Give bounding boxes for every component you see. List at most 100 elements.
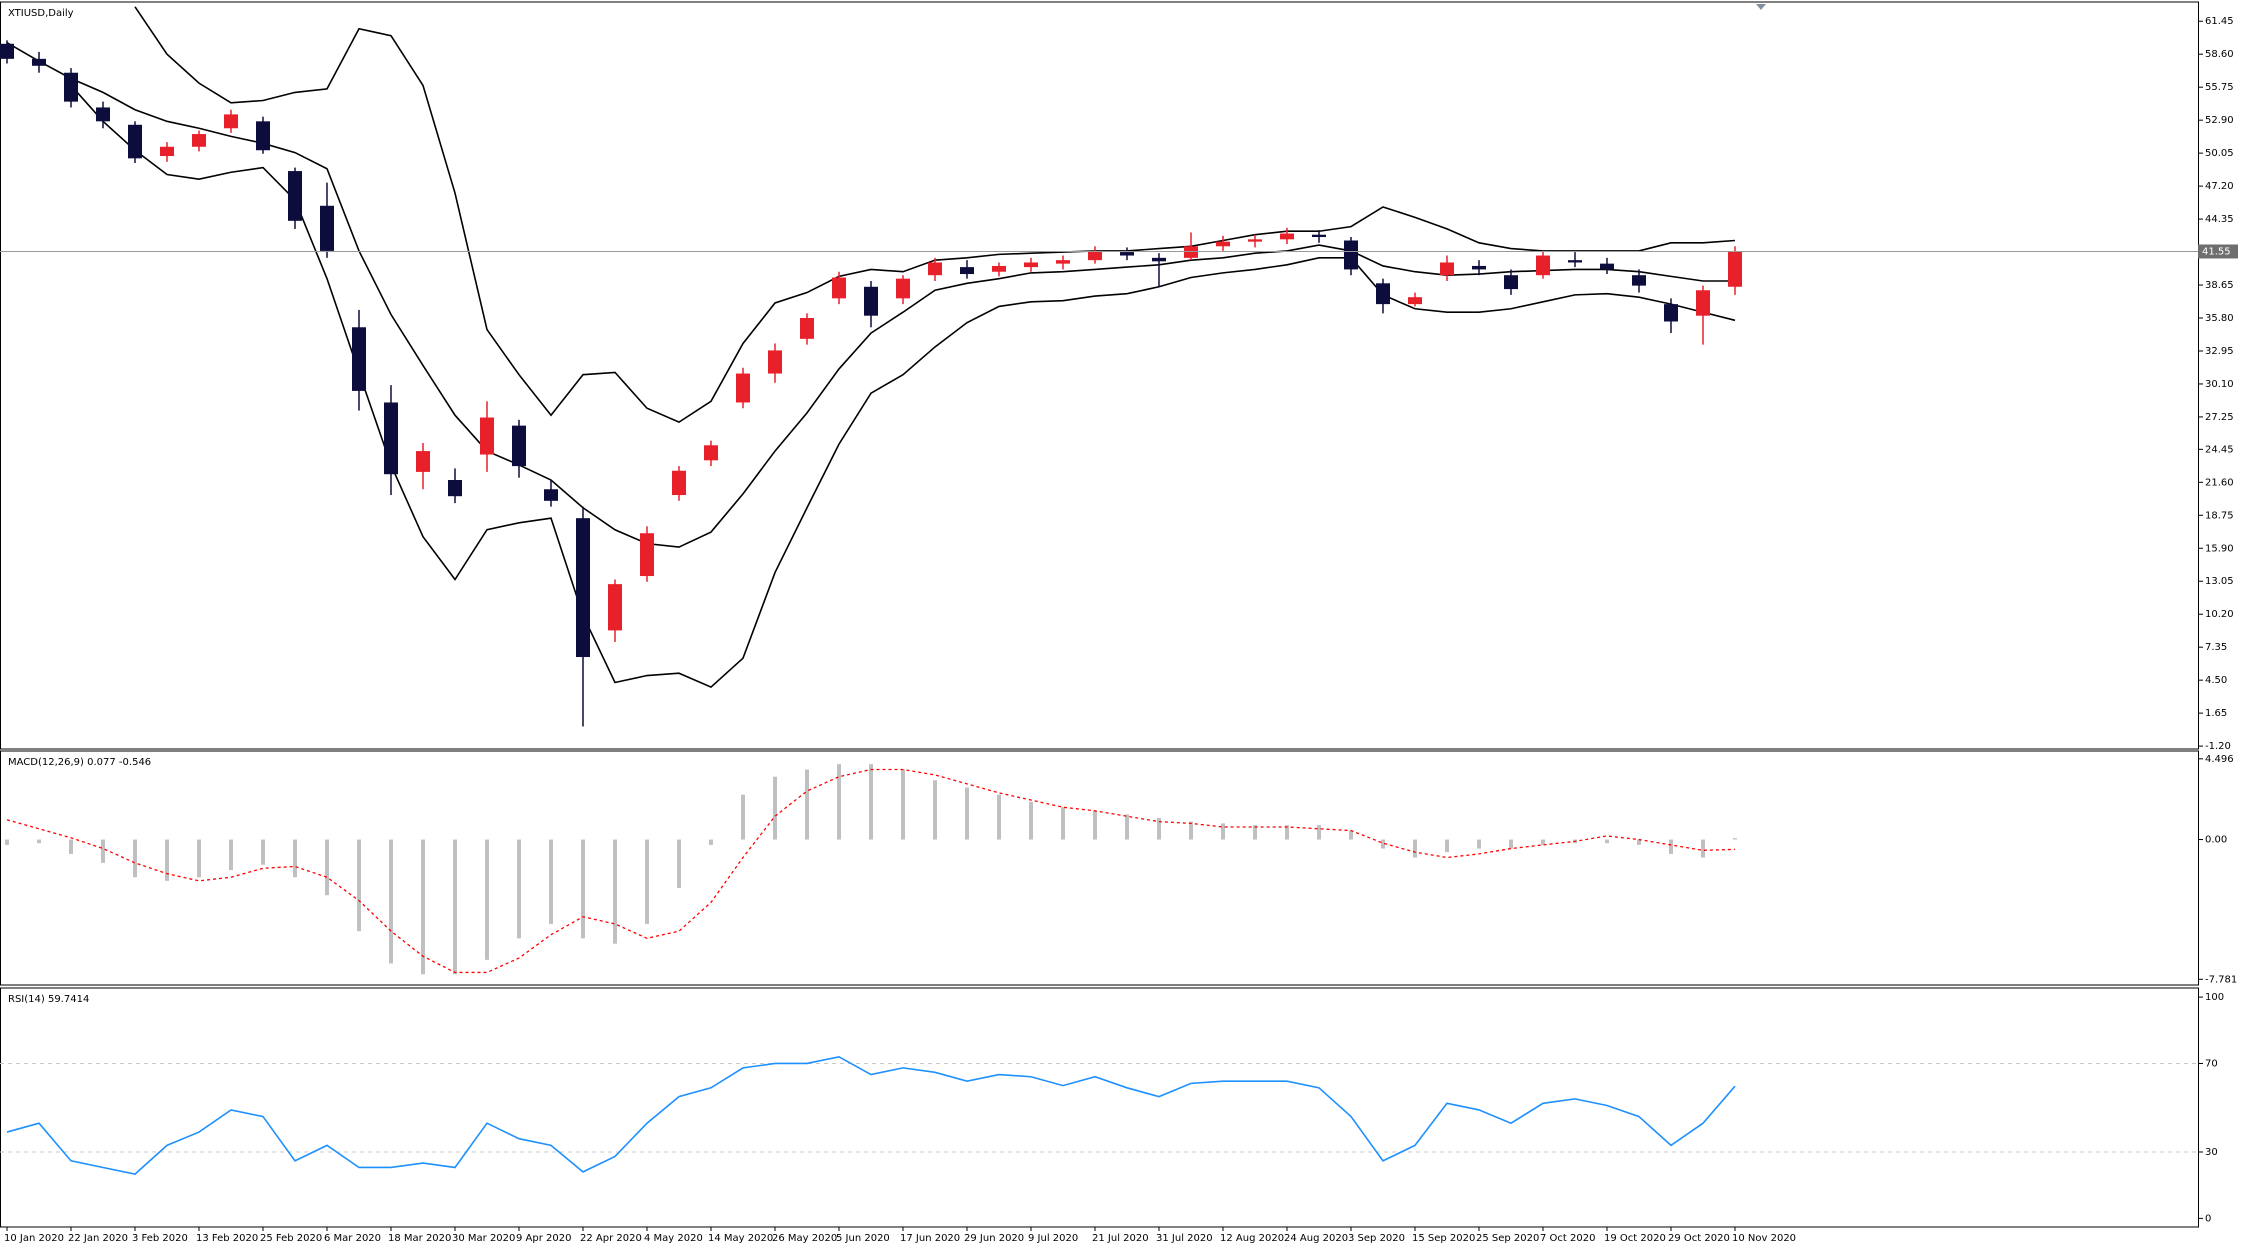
candle-body (1440, 262, 1454, 276)
y-tick-label: 15.90 (2205, 543, 2234, 554)
candle-body (864, 286, 878, 316)
candle-body (0, 43, 14, 59)
macd-bar (549, 839, 553, 924)
macd-bar (645, 839, 649, 924)
y-tick-label: 4.50 (2205, 675, 2227, 686)
macd-bar (1221, 823, 1225, 840)
candle-body (512, 425, 526, 467)
x-tick-label: 31 Jul 2020 (1156, 1233, 1213, 1244)
candle-body (672, 470, 686, 496)
panel-frame (0, 750, 2199, 986)
candle-body (1216, 241, 1230, 247)
macd-bar (389, 839, 393, 964)
candle-body (480, 417, 494, 455)
macd-bar (37, 839, 41, 844)
macd-bar (1061, 807, 1065, 840)
x-tick-label: 25 Sep 2020 (1476, 1233, 1539, 1244)
candle-body (832, 277, 846, 299)
macd-bar (1637, 839, 1641, 845)
y-tick-label: -1.20 (2205, 741, 2231, 752)
candle-body (416, 451, 430, 472)
last-price-box (2198, 244, 2238, 259)
x-tick-label: 3 Sep 2020 (1348, 1233, 1405, 1244)
macd-bar (773, 776, 777, 840)
macd-bar (293, 839, 297, 878)
x-tick-label: 4 May 2020 (644, 1233, 703, 1244)
candle-body (384, 402, 398, 475)
candle-body (1728, 251, 1742, 287)
macd-bar (165, 839, 169, 881)
y-tick-label: 24.45 (2205, 444, 2234, 455)
y-tick-label: 44.35 (2205, 214, 2234, 225)
macd-bar (1285, 825, 1289, 840)
y-tick-label: 21.60 (2205, 477, 2234, 488)
bollinger-band (70, 84, 1736, 689)
macd-bar (709, 839, 713, 845)
y-tick-label: 4.496 (2205, 754, 2234, 765)
candle-body (160, 146, 174, 157)
y-tick-label: 47.20 (2205, 181, 2234, 192)
candle-body (64, 72, 78, 102)
macd-bar (485, 839, 489, 960)
macd-bar (1413, 839, 1417, 858)
macd-bar (837, 764, 841, 840)
y-tick-label: 1.65 (2205, 708, 2227, 719)
y-tick-label: 10.20 (2205, 609, 2234, 620)
candle-body (736, 373, 750, 403)
x-tick-label: 15 Sep 2020 (1412, 1233, 1475, 1244)
y-tick-label: 58.60 (2205, 49, 2234, 60)
macd-bar (965, 787, 969, 840)
macd-bar (453, 839, 457, 975)
rsi-line (6, 1055, 1736, 1175)
y-tick-label: 18.75 (2205, 510, 2234, 521)
macd-bar (1093, 810, 1097, 840)
candle-body (1376, 283, 1390, 305)
x-tick-label: 22 Apr 2020 (580, 1233, 642, 1244)
y-tick-label: 35.80 (2205, 313, 2234, 324)
candle-body (608, 584, 622, 631)
y-tick-label: 32.95 (2205, 346, 2234, 357)
macd-bar (5, 839, 9, 845)
macd-bar (1477, 839, 1481, 849)
candle-body (352, 327, 366, 391)
candle-body (640, 533, 654, 577)
y-tick-label: 30 (2205, 1147, 2218, 1158)
macd-signal (6, 768, 1736, 974)
macd-bar (1189, 821, 1193, 840)
x-tick-label: 29 Jun 2020 (964, 1233, 1024, 1244)
macd-bar (197, 839, 201, 878)
candle-body (128, 124, 142, 159)
x-tick-label: 18 Mar 2020 (388, 1233, 451, 1244)
candle-body (1056, 260, 1070, 264)
candle-body (1312, 234, 1326, 238)
macd-bar (869, 764, 873, 840)
x-tick-label: 14 May 2020 (708, 1233, 773, 1244)
macd-bar (613, 839, 617, 944)
candle-body (1120, 252, 1134, 256)
macd-bar (997, 794, 1001, 840)
candle-body (1696, 290, 1710, 316)
macd-bar (1381, 839, 1385, 849)
candle-body (1088, 250, 1102, 261)
x-tick-label: 7 Oct 2020 (1540, 1233, 1595, 1244)
macd-bar (357, 839, 361, 932)
x-tick-label: 10 Nov 2020 (1732, 1233, 1796, 1244)
macd-bar (933, 780, 937, 840)
macd-bar (1317, 825, 1321, 840)
macd-bar (1541, 839, 1545, 845)
y-tick-label: 0.00 (2205, 835, 2227, 846)
candle-body (320, 205, 334, 251)
macd-bar (325, 839, 329, 896)
macd-bar (261, 839, 265, 865)
panel-title: MACD(12,26,9) 0.077 -0.546 (8, 757, 151, 768)
macd-bar (1349, 830, 1353, 840)
x-tick-label: 26 May 2020 (772, 1233, 837, 1244)
x-tick-label: 21 Jul 2020 (1092, 1233, 1149, 1244)
x-tick-label: 25 Feb 2020 (260, 1233, 322, 1244)
candle-body (896, 278, 910, 299)
x-tick-label: 30 Mar 2020 (452, 1233, 515, 1244)
candle-body (1280, 233, 1294, 240)
macd-bar (741, 794, 745, 840)
x-tick-label: 29 Oct 2020 (1668, 1233, 1730, 1244)
